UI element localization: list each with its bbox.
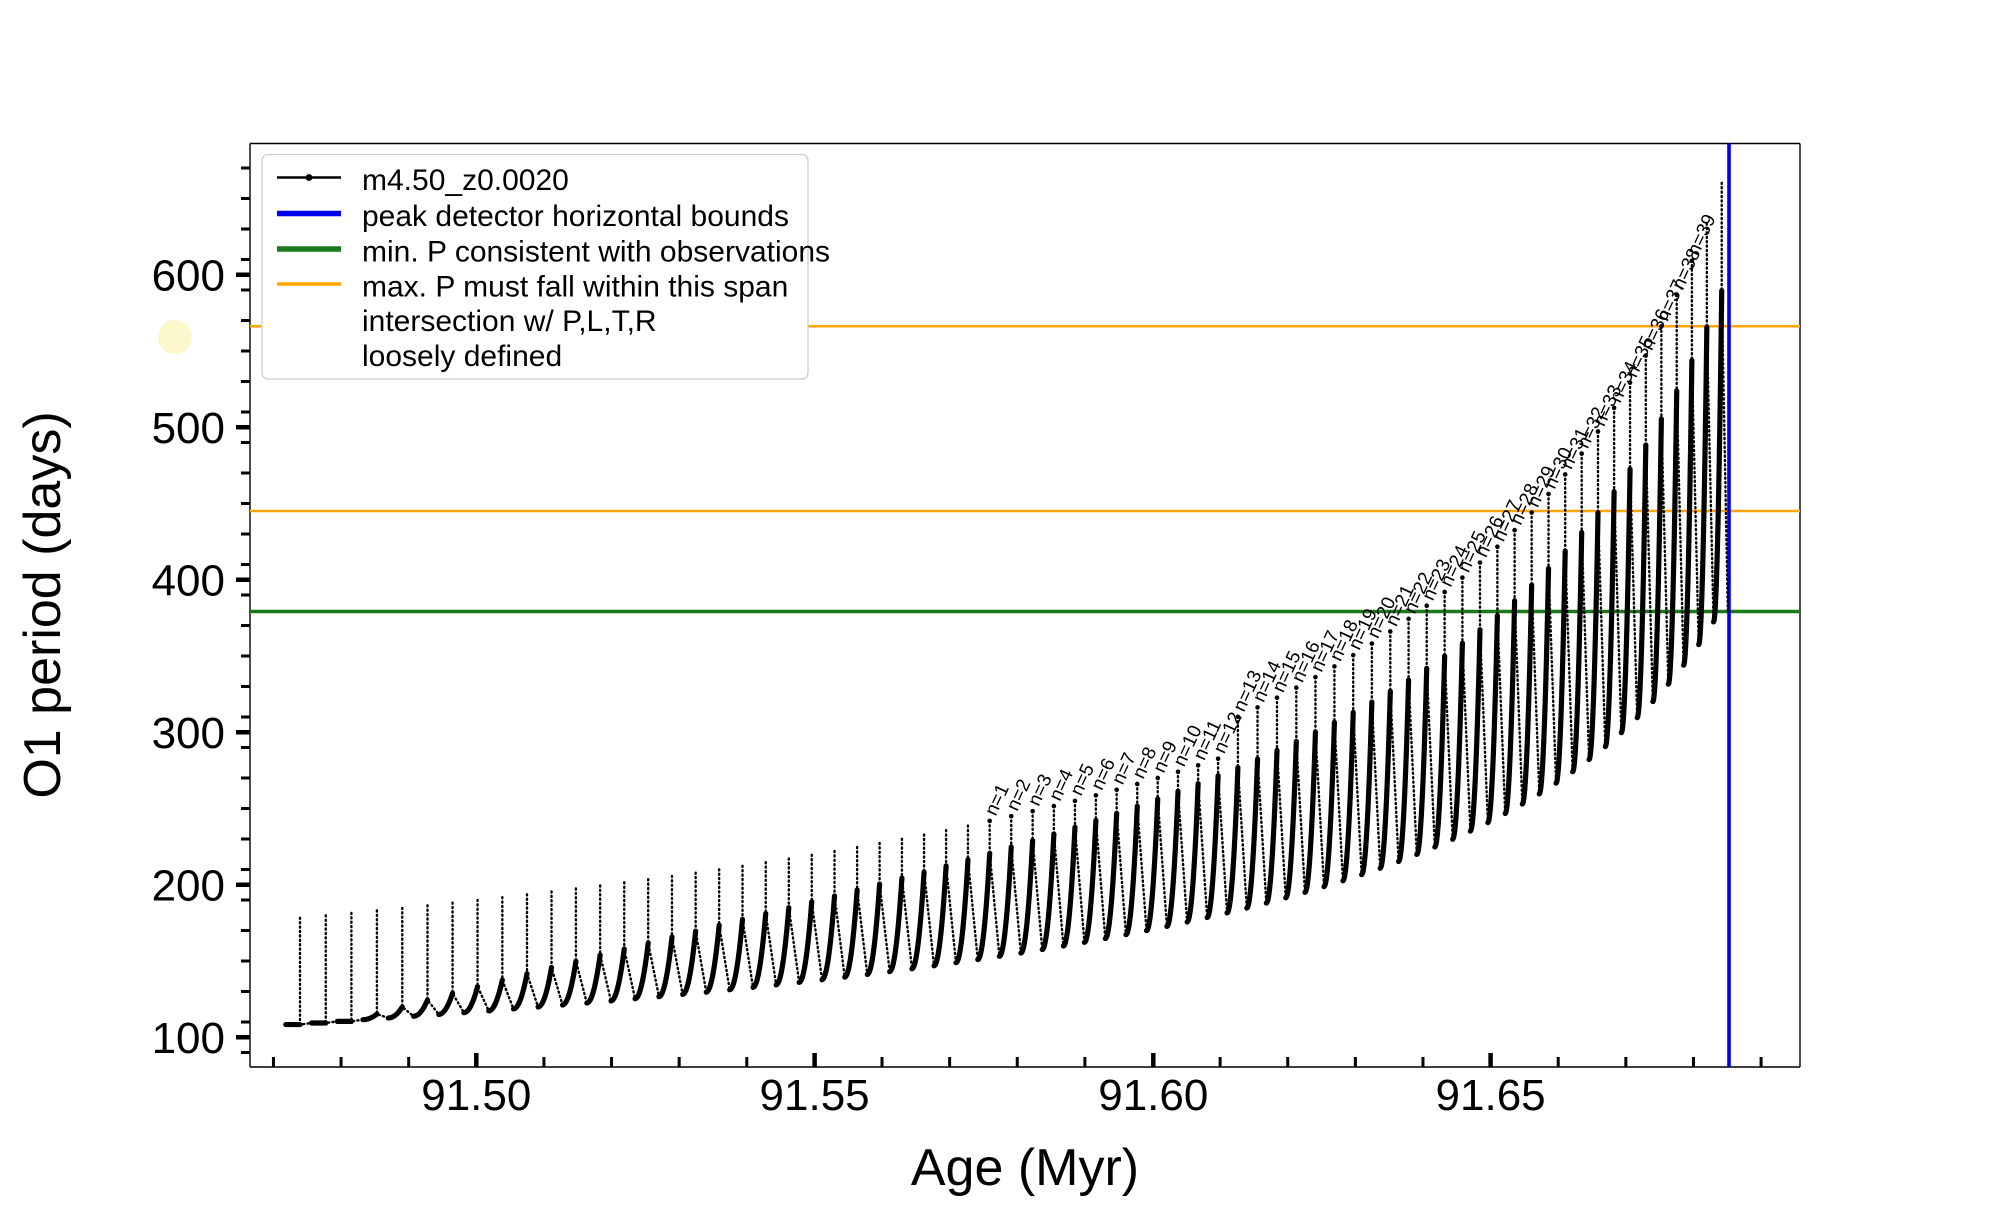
svg-text:91.50: 91.50	[421, 1071, 531, 1120]
svg-text:Age (Myr): Age (Myr)	[911, 1139, 1139, 1197]
svg-text:600: 600	[152, 252, 225, 301]
svg-text:400: 400	[152, 557, 225, 606]
svg-text:O1 period (days): O1 period (days)	[14, 411, 72, 798]
svg-text:peak detector horizontal bound: peak detector horizontal bounds	[362, 200, 789, 233]
svg-text:m4.50_z0.0020: m4.50_z0.0020	[362, 164, 569, 197]
svg-text:min. P consistent with observa: min. P consistent with observations	[362, 236, 830, 269]
svg-text:200: 200	[152, 862, 225, 911]
svg-text:91.60: 91.60	[1098, 1071, 1208, 1120]
svg-text:100: 100	[152, 1014, 225, 1063]
svg-text:n=39: n=39	[1683, 211, 1720, 259]
svg-text:91.55: 91.55	[760, 1071, 870, 1120]
svg-text:max. P must fall within this s: max. P must fall within this span	[362, 271, 788, 304]
svg-text:intersection w/ P,L,T,R: intersection w/ P,L,T,R	[362, 305, 657, 338]
svg-text:91.65: 91.65	[1436, 1071, 1546, 1120]
svg-text:500: 500	[152, 404, 225, 453]
svg-text:300: 300	[152, 709, 225, 758]
svg-text:loosely defined: loosely defined	[362, 340, 562, 373]
